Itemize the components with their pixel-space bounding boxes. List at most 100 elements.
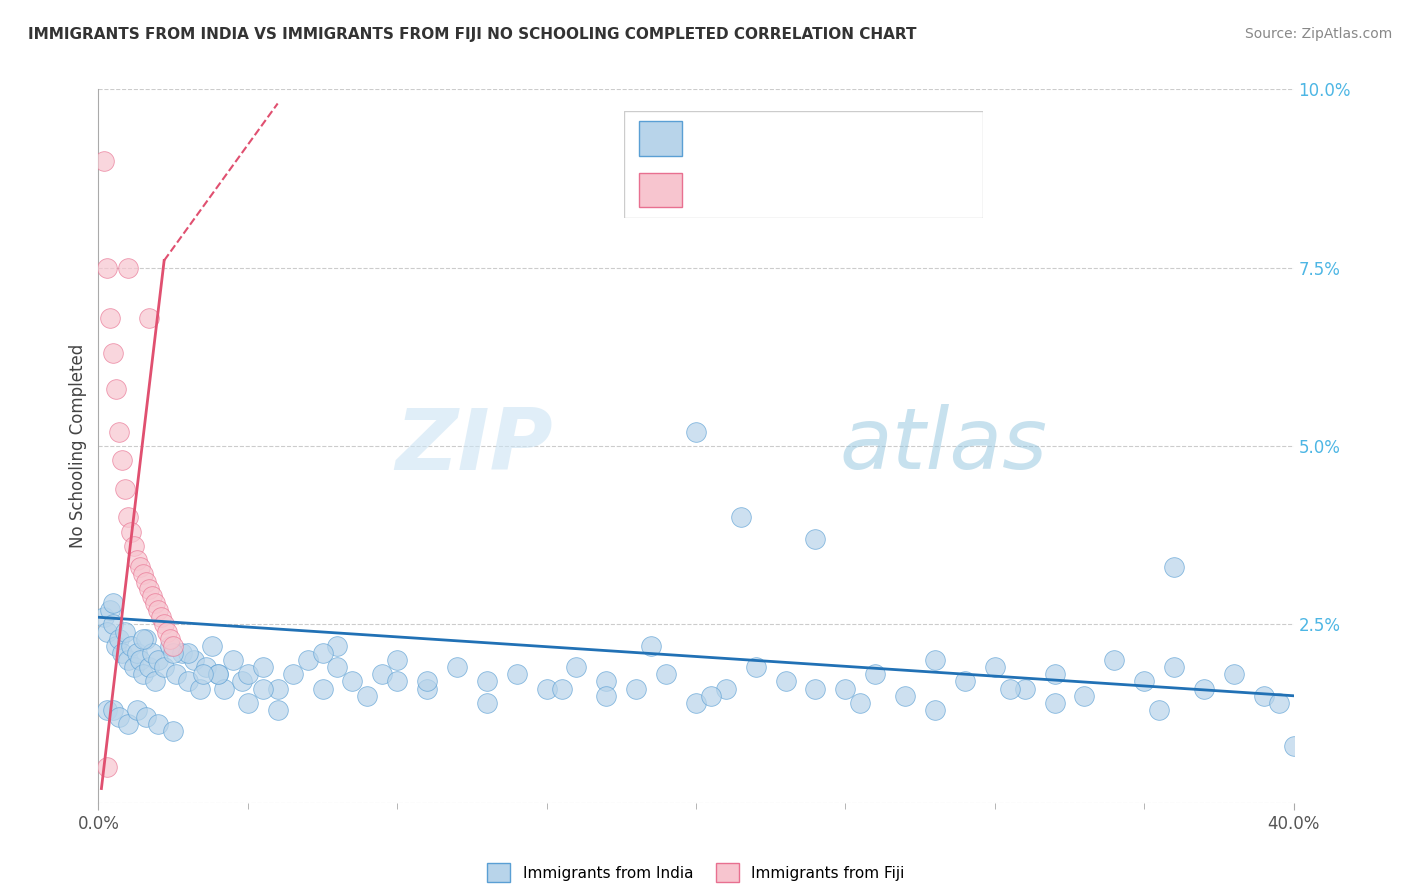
Point	[162, 646, 184, 660]
Point	[96, 703, 118, 717]
Point	[135, 632, 157, 646]
Text: Source: ZipAtlas.com: Source: ZipAtlas.com	[1244, 27, 1392, 41]
Point	[177, 674, 200, 689]
Point	[267, 703, 290, 717]
Point	[700, 689, 723, 703]
Point	[267, 681, 290, 696]
Point	[162, 639, 184, 653]
Point	[730, 510, 752, 524]
Point	[105, 639, 128, 653]
Point	[183, 653, 205, 667]
Point	[143, 596, 166, 610]
Point	[127, 646, 149, 660]
Point	[127, 553, 149, 567]
Point	[536, 681, 558, 696]
Point	[595, 689, 617, 703]
Point	[191, 667, 214, 681]
Point	[143, 674, 166, 689]
Point	[231, 674, 253, 689]
Point	[162, 724, 184, 739]
Point	[745, 660, 768, 674]
Point	[236, 667, 259, 681]
Point	[385, 653, 409, 667]
Text: atlas: atlas	[839, 404, 1047, 488]
Point	[138, 310, 160, 325]
Point	[1163, 560, 1185, 574]
Point	[1073, 689, 1095, 703]
Point	[849, 696, 872, 710]
Point	[98, 603, 122, 617]
Point	[924, 703, 946, 717]
Point	[124, 660, 146, 674]
Point	[172, 646, 194, 660]
Point	[834, 681, 856, 696]
Point	[356, 689, 378, 703]
Text: IMMIGRANTS FROM INDIA VS IMMIGRANTS FROM FIJI NO SCHOOLING COMPLETED CORRELATION: IMMIGRANTS FROM INDIA VS IMMIGRANTS FROM…	[28, 27, 917, 42]
Point	[416, 681, 439, 696]
Point	[371, 667, 394, 681]
Point	[565, 660, 588, 674]
Point	[297, 653, 319, 667]
Point	[998, 681, 1021, 696]
Point	[326, 660, 349, 674]
Point	[1253, 689, 1275, 703]
Point	[252, 660, 274, 674]
Point	[506, 667, 529, 681]
Bar	[638, 173, 682, 207]
Point	[159, 632, 181, 646]
Point	[108, 632, 131, 646]
Point	[1043, 667, 1066, 681]
Point	[120, 524, 142, 539]
Point	[924, 653, 946, 667]
Point	[640, 639, 662, 653]
Point	[153, 660, 176, 674]
Point	[159, 639, 181, 653]
Point	[550, 681, 572, 696]
Point	[141, 646, 163, 660]
Point	[1192, 681, 1215, 696]
Point	[129, 560, 152, 574]
Point	[138, 582, 160, 596]
Point	[207, 667, 229, 681]
Point	[416, 674, 439, 689]
Point	[201, 639, 224, 653]
Point	[685, 425, 707, 439]
Point	[595, 674, 617, 689]
Text: N = 113: N = 113	[868, 129, 942, 147]
Point	[714, 681, 737, 696]
Point	[111, 646, 134, 660]
Y-axis label: No Schooling Completed: No Schooling Completed	[69, 344, 87, 548]
Point	[252, 681, 274, 696]
Point	[93, 153, 115, 168]
Point	[194, 660, 218, 674]
Point	[1147, 703, 1170, 717]
Point	[138, 660, 160, 674]
Point	[222, 653, 245, 667]
Point	[111, 453, 134, 467]
Point	[135, 710, 157, 724]
Point	[93, 610, 115, 624]
Point	[117, 653, 139, 667]
Bar	[638, 121, 682, 155]
Point	[894, 689, 917, 703]
Point	[311, 646, 333, 660]
Point	[103, 703, 125, 717]
Text: R = -0.288: R = -0.288	[700, 129, 797, 147]
Point	[135, 574, 157, 589]
Text: N =  24: N = 24	[868, 181, 936, 199]
Point	[177, 646, 200, 660]
Point	[475, 696, 498, 710]
Point	[120, 639, 142, 653]
Point	[775, 674, 797, 689]
Point	[1043, 696, 1066, 710]
Point	[105, 382, 128, 396]
Point	[96, 760, 118, 774]
Point	[326, 639, 349, 653]
Point	[132, 567, 155, 582]
Point	[1104, 653, 1126, 667]
Point	[1223, 667, 1246, 681]
Point	[114, 482, 136, 496]
Point	[132, 667, 155, 681]
Point	[117, 510, 139, 524]
Point	[1163, 660, 1185, 674]
